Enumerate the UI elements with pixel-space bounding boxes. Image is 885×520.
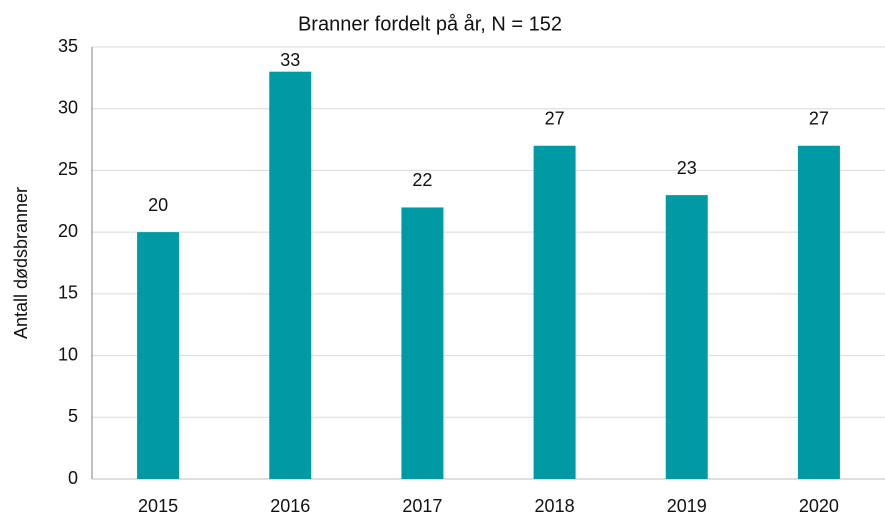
- bar: [533, 145, 576, 479]
- chart-title: Branner fordelt på år, N = 152: [298, 13, 562, 35]
- y-tick-label: 25: [58, 159, 78, 179]
- y-tick-label: 10: [58, 344, 78, 364]
- x-tick-label: 2015: [138, 496, 178, 516]
- bar: [665, 195, 708, 479]
- x-tick-label: 2018: [535, 496, 575, 516]
- data-label: 23: [677, 158, 697, 178]
- data-label: 33: [280, 50, 300, 70]
- bar: [401, 207, 444, 479]
- data-label: 20: [148, 195, 168, 215]
- x-tick-label: 2020: [799, 496, 839, 516]
- bar: [269, 71, 312, 479]
- y-tick-label: 0: [68, 468, 78, 488]
- data-label: 27: [545, 108, 565, 128]
- y-axis-label: Antall dødsbranner: [11, 187, 31, 339]
- y-tick-label: 20: [58, 221, 78, 241]
- y-tick-label: 35: [58, 36, 78, 56]
- y-tick-label: 15: [58, 283, 78, 303]
- bar: [137, 232, 180, 479]
- data-label: 27: [809, 108, 829, 128]
- bar: [797, 145, 840, 479]
- y-tick-label: 5: [68, 406, 78, 426]
- x-tick-label: 2017: [402, 496, 442, 516]
- data-label: 22: [412, 170, 432, 190]
- x-tick-label: 2016: [270, 496, 310, 516]
- y-tick-label: 30: [58, 97, 78, 117]
- x-tick-label: 2019: [667, 496, 707, 516]
